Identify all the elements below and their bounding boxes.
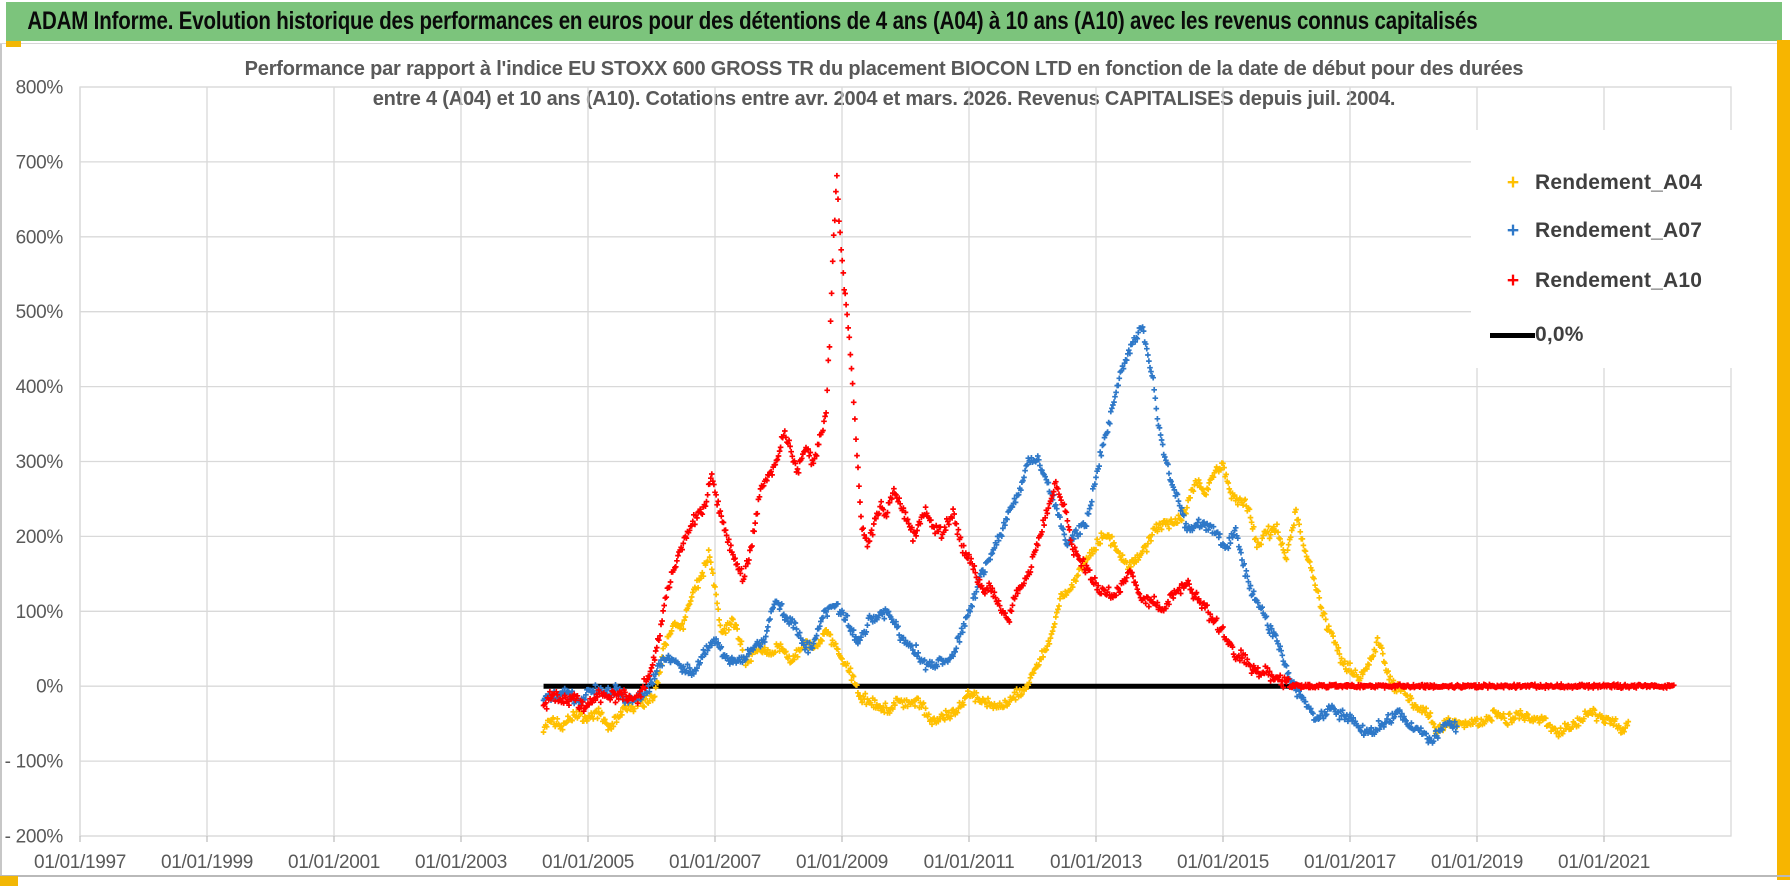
plus-marker-icon: + bbox=[1506, 219, 1520, 242]
window-bottom-border bbox=[0, 875, 1790, 877]
x-axis-tick-label: 01/01/2003 bbox=[415, 852, 507, 873]
y-axis-tick-label: 500% bbox=[16, 302, 64, 323]
x-axis-tick-label: 01/01/2021 bbox=[1558, 852, 1650, 873]
header-underline bbox=[0, 43, 1790, 44]
x-axis-tick-label: 01/01/2017 bbox=[1304, 852, 1396, 873]
chart-title-line2: entre 4 (A04) et 10 ans (A10). Cotations… bbox=[372, 88, 1396, 110]
chart-legend: + Rendement_A04 + Rendement_A07 + Rendem… bbox=[1471, 130, 1777, 368]
series-rendement_a10 bbox=[540, 172, 1677, 714]
y-axis-tick-label: 100% bbox=[16, 602, 64, 623]
y-axis-tick-label: 300% bbox=[16, 452, 64, 473]
series-rendement_a04 bbox=[540, 460, 1632, 740]
plus-marker-icon: + bbox=[1506, 269, 1520, 292]
x-axis-tick-label: 01/01/1999 bbox=[161, 852, 253, 873]
y-axis-tick-label: 600% bbox=[16, 227, 64, 248]
x-axis-tick-label: 01/01/2007 bbox=[669, 852, 761, 873]
legend-item-rendement-a10: + Rendement_A10 bbox=[1471, 266, 1777, 296]
legend-label: 0,0% bbox=[1535, 323, 1584, 346]
gold-accent-left bbox=[6, 41, 21, 47]
x-axis-tick-label: 01/01/2009 bbox=[796, 852, 888, 873]
plus-marker-icon: + bbox=[1506, 171, 1520, 194]
x-axis-tick-label: 01/01/2019 bbox=[1431, 852, 1523, 873]
gold-accent-right-border bbox=[1777, 40, 1790, 880]
y-axis-tick-label: - 100% bbox=[5, 752, 64, 773]
y-axis-tick-label: 0% bbox=[36, 677, 63, 698]
y-axis-tick-label: 700% bbox=[16, 152, 64, 173]
y-axis-tick-label: 800% bbox=[16, 78, 64, 99]
gold-accent-bottom-left bbox=[0, 876, 18, 886]
chart-title-line1: Performance par rapport à l'indice EU ST… bbox=[244, 58, 1524, 80]
header-title: ADAM Informe. Evolution historique des p… bbox=[27, 7, 1478, 35]
y-axis-tick-label: - 200% bbox=[5, 827, 64, 848]
x-axis-tick-label: 01/01/1997 bbox=[34, 852, 126, 873]
x-axis-tick-label: 01/01/2013 bbox=[1050, 852, 1142, 873]
x-axis-tick-label: 01/01/2015 bbox=[1177, 852, 1269, 873]
window-left-border bbox=[0, 44, 2, 876]
legend-label: Rendement_A07 bbox=[1535, 219, 1703, 242]
legend-item-rendement-a04: + Rendement_A04 bbox=[1471, 168, 1777, 198]
legend-item-rendement-a07: + Rendement_A07 bbox=[1471, 216, 1777, 246]
header-bar: ADAM Informe. Evolution historique des p… bbox=[6, 2, 1782, 41]
y-axis-tick-label: 400% bbox=[16, 377, 64, 398]
legend-item-zero-line: 0,0% bbox=[1471, 320, 1777, 350]
x-axis-tick-label: 01/01/2001 bbox=[288, 852, 380, 873]
x-axis-tick-label: 01/01/2005 bbox=[542, 852, 634, 873]
legend-label: Rendement_A10 bbox=[1535, 269, 1703, 292]
y-axis-tick-label: 200% bbox=[16, 527, 64, 548]
zero-line-marker bbox=[1490, 333, 1535, 338]
x-axis-tick-label: 01/01/2011 bbox=[924, 852, 1015, 873]
legend-label: Rendement_A04 bbox=[1535, 171, 1703, 194]
